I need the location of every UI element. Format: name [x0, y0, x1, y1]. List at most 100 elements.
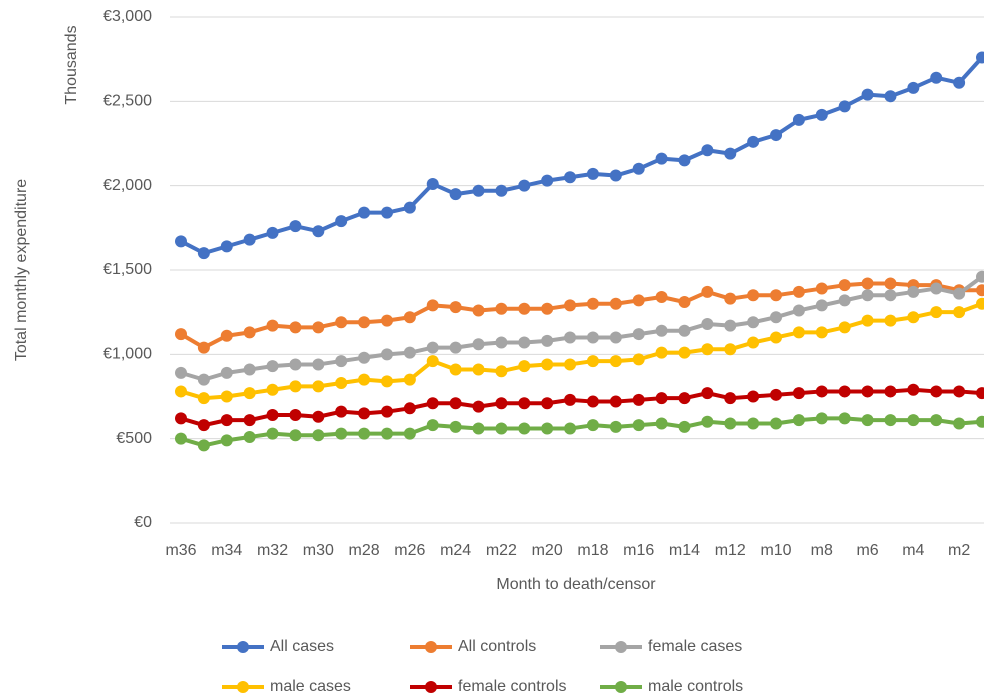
- data-point: [403, 201, 416, 214]
- data-point: [495, 397, 508, 410]
- data-point: [358, 206, 371, 219]
- data-point: [403, 402, 416, 415]
- data-point: [472, 184, 485, 197]
- legend-marker: [237, 641, 249, 653]
- data-point: [564, 331, 577, 344]
- data-point: [335, 355, 348, 368]
- data-point: [953, 417, 966, 430]
- data-point: [426, 299, 439, 312]
- data-point: [838, 100, 851, 113]
- data-point: [953, 76, 966, 89]
- data-point: [976, 284, 984, 297]
- data-point: [495, 365, 508, 378]
- data-point: [907, 285, 920, 298]
- data-point: [220, 414, 233, 427]
- data-point: [678, 296, 691, 309]
- data-point: [564, 299, 577, 312]
- data-point: [976, 270, 984, 283]
- data-point: [449, 420, 462, 433]
- x-tick-label: m14: [669, 542, 700, 559]
- data-point: [335, 427, 348, 440]
- data-point: [266, 427, 279, 440]
- legend-marker: [237, 681, 249, 693]
- data-point: [815, 412, 828, 425]
- data-point: [197, 419, 210, 432]
- data-point: [678, 392, 691, 405]
- legend-label: All cases: [270, 638, 334, 655]
- data-point: [701, 415, 714, 428]
- data-point: [655, 417, 668, 430]
- data-point: [724, 319, 737, 332]
- data-point: [678, 346, 691, 359]
- data-point: [884, 314, 897, 327]
- data-point: [449, 397, 462, 410]
- legend-item: female controls: [410, 678, 567, 695]
- data-point: [564, 393, 577, 406]
- data-point: [701, 317, 714, 330]
- data-point: [380, 375, 393, 388]
- legend-label: male cases: [270, 678, 351, 695]
- x-tick-label: m4: [902, 542, 924, 559]
- data-point: [312, 225, 325, 238]
- data-point: [655, 346, 668, 359]
- data-point: [747, 135, 760, 148]
- y-axis-title: Total monthly expenditure: [13, 179, 30, 361]
- data-point: [930, 282, 943, 295]
- data-point: [655, 290, 668, 303]
- data-point: [243, 233, 256, 246]
- x-tick-label: m36: [165, 542, 196, 559]
- data-point: [770, 388, 783, 401]
- data-point: [243, 430, 256, 443]
- data-point: [243, 414, 256, 427]
- data-point: [724, 343, 737, 356]
- series: [175, 270, 984, 386]
- data-point: [724, 392, 737, 405]
- data-point: [426, 341, 439, 354]
- data-point: [792, 304, 805, 317]
- data-point: [220, 329, 233, 342]
- legend-label: female controls: [458, 678, 567, 695]
- data-point: [678, 420, 691, 433]
- data-point: [907, 414, 920, 427]
- data-point: [953, 306, 966, 319]
- data-point: [724, 292, 737, 305]
- data-point: [724, 147, 737, 160]
- data-point: [861, 277, 874, 290]
- data-point: [220, 366, 233, 379]
- data-point: [792, 113, 805, 126]
- data-point: [518, 179, 531, 192]
- data-point: [380, 206, 393, 219]
- data-point: [426, 397, 439, 410]
- data-point: [609, 395, 622, 408]
- data-point: [792, 414, 805, 427]
- data-point: [564, 422, 577, 435]
- data-point: [724, 417, 737, 430]
- data-point: [312, 358, 325, 371]
- y-tick-label: €1,000: [103, 346, 152, 363]
- data-point: [358, 427, 371, 440]
- x-tick-label: m12: [715, 542, 746, 559]
- data-point: [609, 420, 622, 433]
- data-point: [655, 392, 668, 405]
- data-point: [518, 397, 531, 410]
- data-point: [495, 302, 508, 315]
- data-point: [838, 279, 851, 292]
- data-point: [747, 390, 760, 403]
- data-point: [266, 409, 279, 422]
- data-point: [861, 314, 874, 327]
- data-point: [197, 373, 210, 386]
- x-tick-label: m22: [486, 542, 517, 559]
- legend-item: All cases: [222, 638, 334, 655]
- series: [175, 412, 984, 452]
- data-point: [586, 395, 599, 408]
- data-point: [220, 434, 233, 447]
- y-tick-label: €500: [116, 430, 152, 447]
- legend-label: male controls: [648, 678, 743, 695]
- data-point: [861, 385, 874, 398]
- data-point: [403, 346, 416, 359]
- data-point: [403, 427, 416, 440]
- data-point: [518, 302, 531, 315]
- data-point: [289, 358, 302, 371]
- data-point: [541, 422, 554, 435]
- data-point: [197, 247, 210, 260]
